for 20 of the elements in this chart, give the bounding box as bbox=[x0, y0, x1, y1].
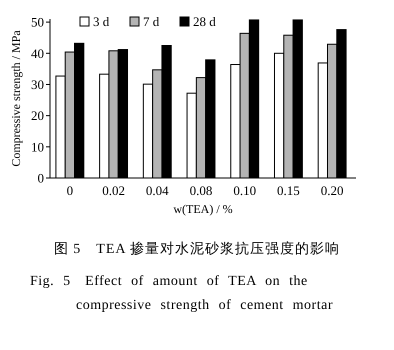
y-tick-label: 30 bbox=[31, 76, 44, 92]
legend-label: 7 d bbox=[143, 14, 160, 29]
y-axis-title: Compressive strength / MPa bbox=[9, 30, 23, 167]
y-tick-label: 20 bbox=[31, 108, 44, 124]
x-tick-label: 0.15 bbox=[277, 183, 300, 198]
x-tick-label: 0.02 bbox=[102, 183, 125, 198]
y-tick-label: 40 bbox=[31, 46, 44, 61]
x-tick-label: 0.08 bbox=[190, 183, 212, 198]
legend-label: 3 d bbox=[93, 14, 110, 29]
x-tick-label: 0 bbox=[66, 183, 74, 198]
y-tick-label: 50 bbox=[31, 14, 44, 30]
y-tick-label: 10 bbox=[31, 139, 44, 154]
y-tick-label: 0 bbox=[38, 170, 44, 186]
x-tick-label: 0.20 bbox=[320, 183, 344, 198]
caption: 图 5 TEA 掺量对水泥砂浆抗压强度的影响 bbox=[52, 240, 342, 258]
legend-label: 28 d bbox=[193, 14, 216, 29]
x-axis-title: w(TEA) / % bbox=[173, 202, 233, 216]
x-tick-label: 0.10 bbox=[233, 183, 256, 198]
x-tick-label: 0.04 bbox=[146, 183, 170, 198]
caption: Fig. 5 Effect of amount of TEA on the compressive strength of cement mortar bbox=[30, 273, 334, 315]
